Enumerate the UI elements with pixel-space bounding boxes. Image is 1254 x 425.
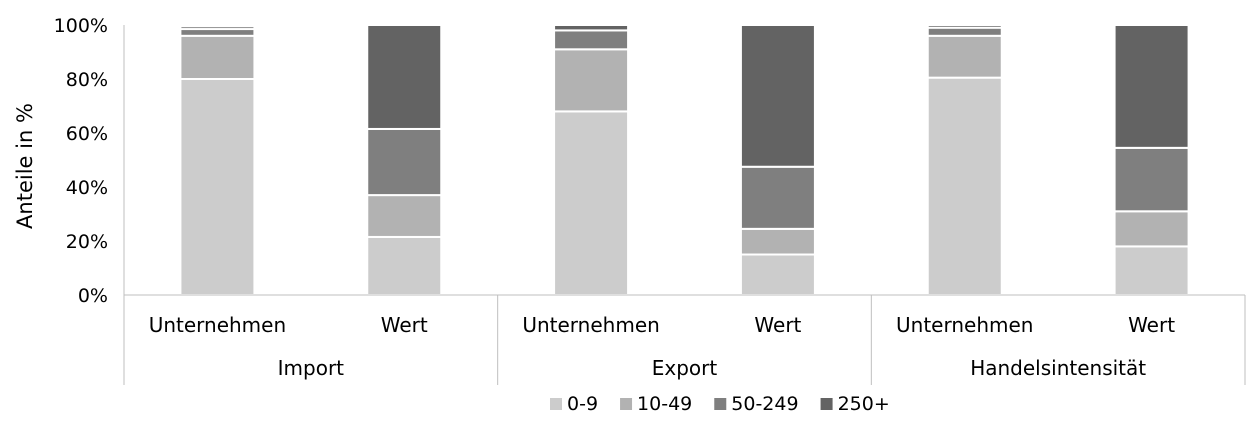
legend-label: 250+ — [838, 393, 890, 415]
group-label: Handelsintensität — [970, 356, 1146, 380]
bar-segment — [1113, 245, 1190, 296]
category-label: Unternehmen — [522, 313, 659, 337]
y-tick-label: 80% — [66, 69, 108, 91]
axes — [123, 25, 1246, 385]
y-tick-label: 60% — [66, 123, 108, 145]
bar-segment — [926, 76, 1003, 297]
bar-segment — [553, 24, 630, 32]
legend-swatch — [714, 398, 727, 410]
bar-segment — [926, 24, 1003, 29]
category-label: Wert — [381, 313, 428, 337]
bar-segment — [366, 127, 443, 197]
bar-segment — [739, 165, 816, 230]
bar-segment — [1113, 210, 1190, 248]
y-tick-label: 0% — [78, 285, 108, 307]
category-label: Unternehmen — [896, 313, 1033, 337]
category-label: Wert — [1128, 313, 1175, 337]
legend-label: 50-249 — [731, 393, 798, 415]
bar-segment — [739, 227, 816, 256]
legend-label: 0-9 — [567, 393, 598, 415]
category-labels: Unternehmen Wert Import Unternehmen Wert Expo… — [149, 313, 1176, 380]
bar-segment — [179, 78, 256, 296]
bar-segment — [1113, 146, 1190, 213]
y-tick-label: 20% — [66, 231, 108, 253]
category-label: Unternehmen — [149, 313, 286, 337]
y-tick-label: 100% — [54, 15, 108, 37]
legend-label: 10-49 — [637, 393, 692, 415]
bar-segment — [1113, 24, 1190, 149]
bar-segment — [553, 110, 630, 297]
bar-segment — [926, 34, 1003, 79]
bar-segment — [366, 24, 443, 130]
category-label: Wert — [754, 313, 801, 337]
y-tick-labels: 0% 20% 40% 60% 80% 100% — [54, 15, 108, 307]
legend-swatch — [820, 398, 833, 410]
legend-swatch — [620, 398, 633, 410]
bar-segment — [366, 235, 443, 296]
bar-segment — [926, 26, 1003, 37]
legend-swatch — [550, 398, 562, 410]
bar-segment — [553, 48, 630, 113]
y-axis-title: Anteile in % — [13, 103, 37, 229]
bar-segment — [739, 24, 816, 168]
bar-segment — [366, 194, 443, 238]
bar-segment — [179, 34, 256, 80]
bar-segment — [739, 253, 816, 296]
legend: 0-9 10-49 50-249 250+ — [550, 393, 890, 415]
group-label: Import — [278, 356, 345, 380]
bars — [179, 24, 1190, 297]
bar-segment — [179, 25, 256, 31]
bar-segment — [553, 29, 630, 51]
y-tick-label: 40% — [66, 177, 108, 199]
bar-segment — [179, 28, 256, 37]
group-label: Export — [652, 356, 718, 380]
